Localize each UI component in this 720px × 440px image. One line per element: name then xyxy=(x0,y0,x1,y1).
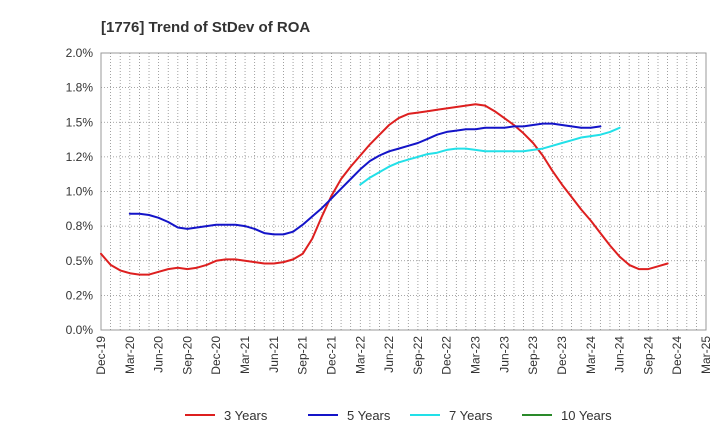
x-tick-label: Sep-21 xyxy=(296,336,310,375)
x-tick-label: Dec-22 xyxy=(440,336,454,375)
x-tick-label: Jun-24 xyxy=(613,336,627,373)
legend: 3 Years 5 Years 7 Years 10 Years xyxy=(185,408,612,423)
series-line-3-years xyxy=(100,103,669,276)
series-line-7-years xyxy=(359,126,621,186)
x-tick-label: Dec-24 xyxy=(670,336,684,375)
x-tick-label: Mar-22 xyxy=(353,336,367,374)
x-tick-label: Sep-22 xyxy=(411,336,425,375)
legend-label-3-years: 3 Years xyxy=(224,408,268,423)
x-tick-label: Dec-21 xyxy=(324,336,338,375)
x-tick-label: Mar-23 xyxy=(469,336,483,374)
x-tick-label: Dec-23 xyxy=(555,336,569,375)
x-tick-label: Mar-25 xyxy=(699,336,713,374)
y-axis-ticks: 0.0% 0.2% 0.5% 0.8% 1.0% 1.2% 1.5% 1.8% 2.0% xyxy=(66,46,94,337)
x-tick-label: Sep-24 xyxy=(641,336,655,375)
x-tick-label: Jun-23 xyxy=(497,336,511,373)
y-tick-label: 0.0% xyxy=(66,323,94,337)
x-tick-label: Sep-23 xyxy=(526,336,540,375)
x-tick-label: Dec-19 xyxy=(94,336,108,375)
legend-label-5-years: 5 Years xyxy=(347,408,391,423)
legend-label-10-years: 10 Years xyxy=(561,408,612,423)
x-tick-label: Jun-21 xyxy=(267,336,281,373)
x-tick-label: Dec-20 xyxy=(209,336,223,375)
y-tick-label: 1.0% xyxy=(66,185,94,199)
y-tick-label: 0.2% xyxy=(66,288,94,302)
series-line-5-years xyxy=(128,122,602,236)
y-tick-label: 2.0% xyxy=(66,46,94,60)
y-tick-label: 0.8% xyxy=(66,219,94,233)
y-tick-label: 0.5% xyxy=(66,254,94,268)
legend-label-7-years: 7 Years xyxy=(449,408,493,423)
series-lines xyxy=(100,103,669,276)
x-tick-label: Sep-20 xyxy=(180,336,194,375)
x-axis-ticks: Dec-19 Mar-20 Jun-20 Sep-20 Dec-20 Mar-21 Jun-… xyxy=(94,336,713,375)
chart-title: [1776] Trend of StDev of ROA xyxy=(101,19,310,36)
x-tick-label: Mar-21 xyxy=(238,336,252,374)
y-tick-label: 1.2% xyxy=(66,150,94,164)
y-tick-label: 1.8% xyxy=(66,81,94,95)
x-tick-label: Jun-20 xyxy=(152,336,166,373)
x-tick-label: Mar-20 xyxy=(123,336,137,374)
x-tick-label: Mar-24 xyxy=(584,336,598,374)
grid xyxy=(101,53,706,330)
x-tick-label: Jun-22 xyxy=(382,336,396,373)
y-tick-label: 1.5% xyxy=(66,115,94,129)
